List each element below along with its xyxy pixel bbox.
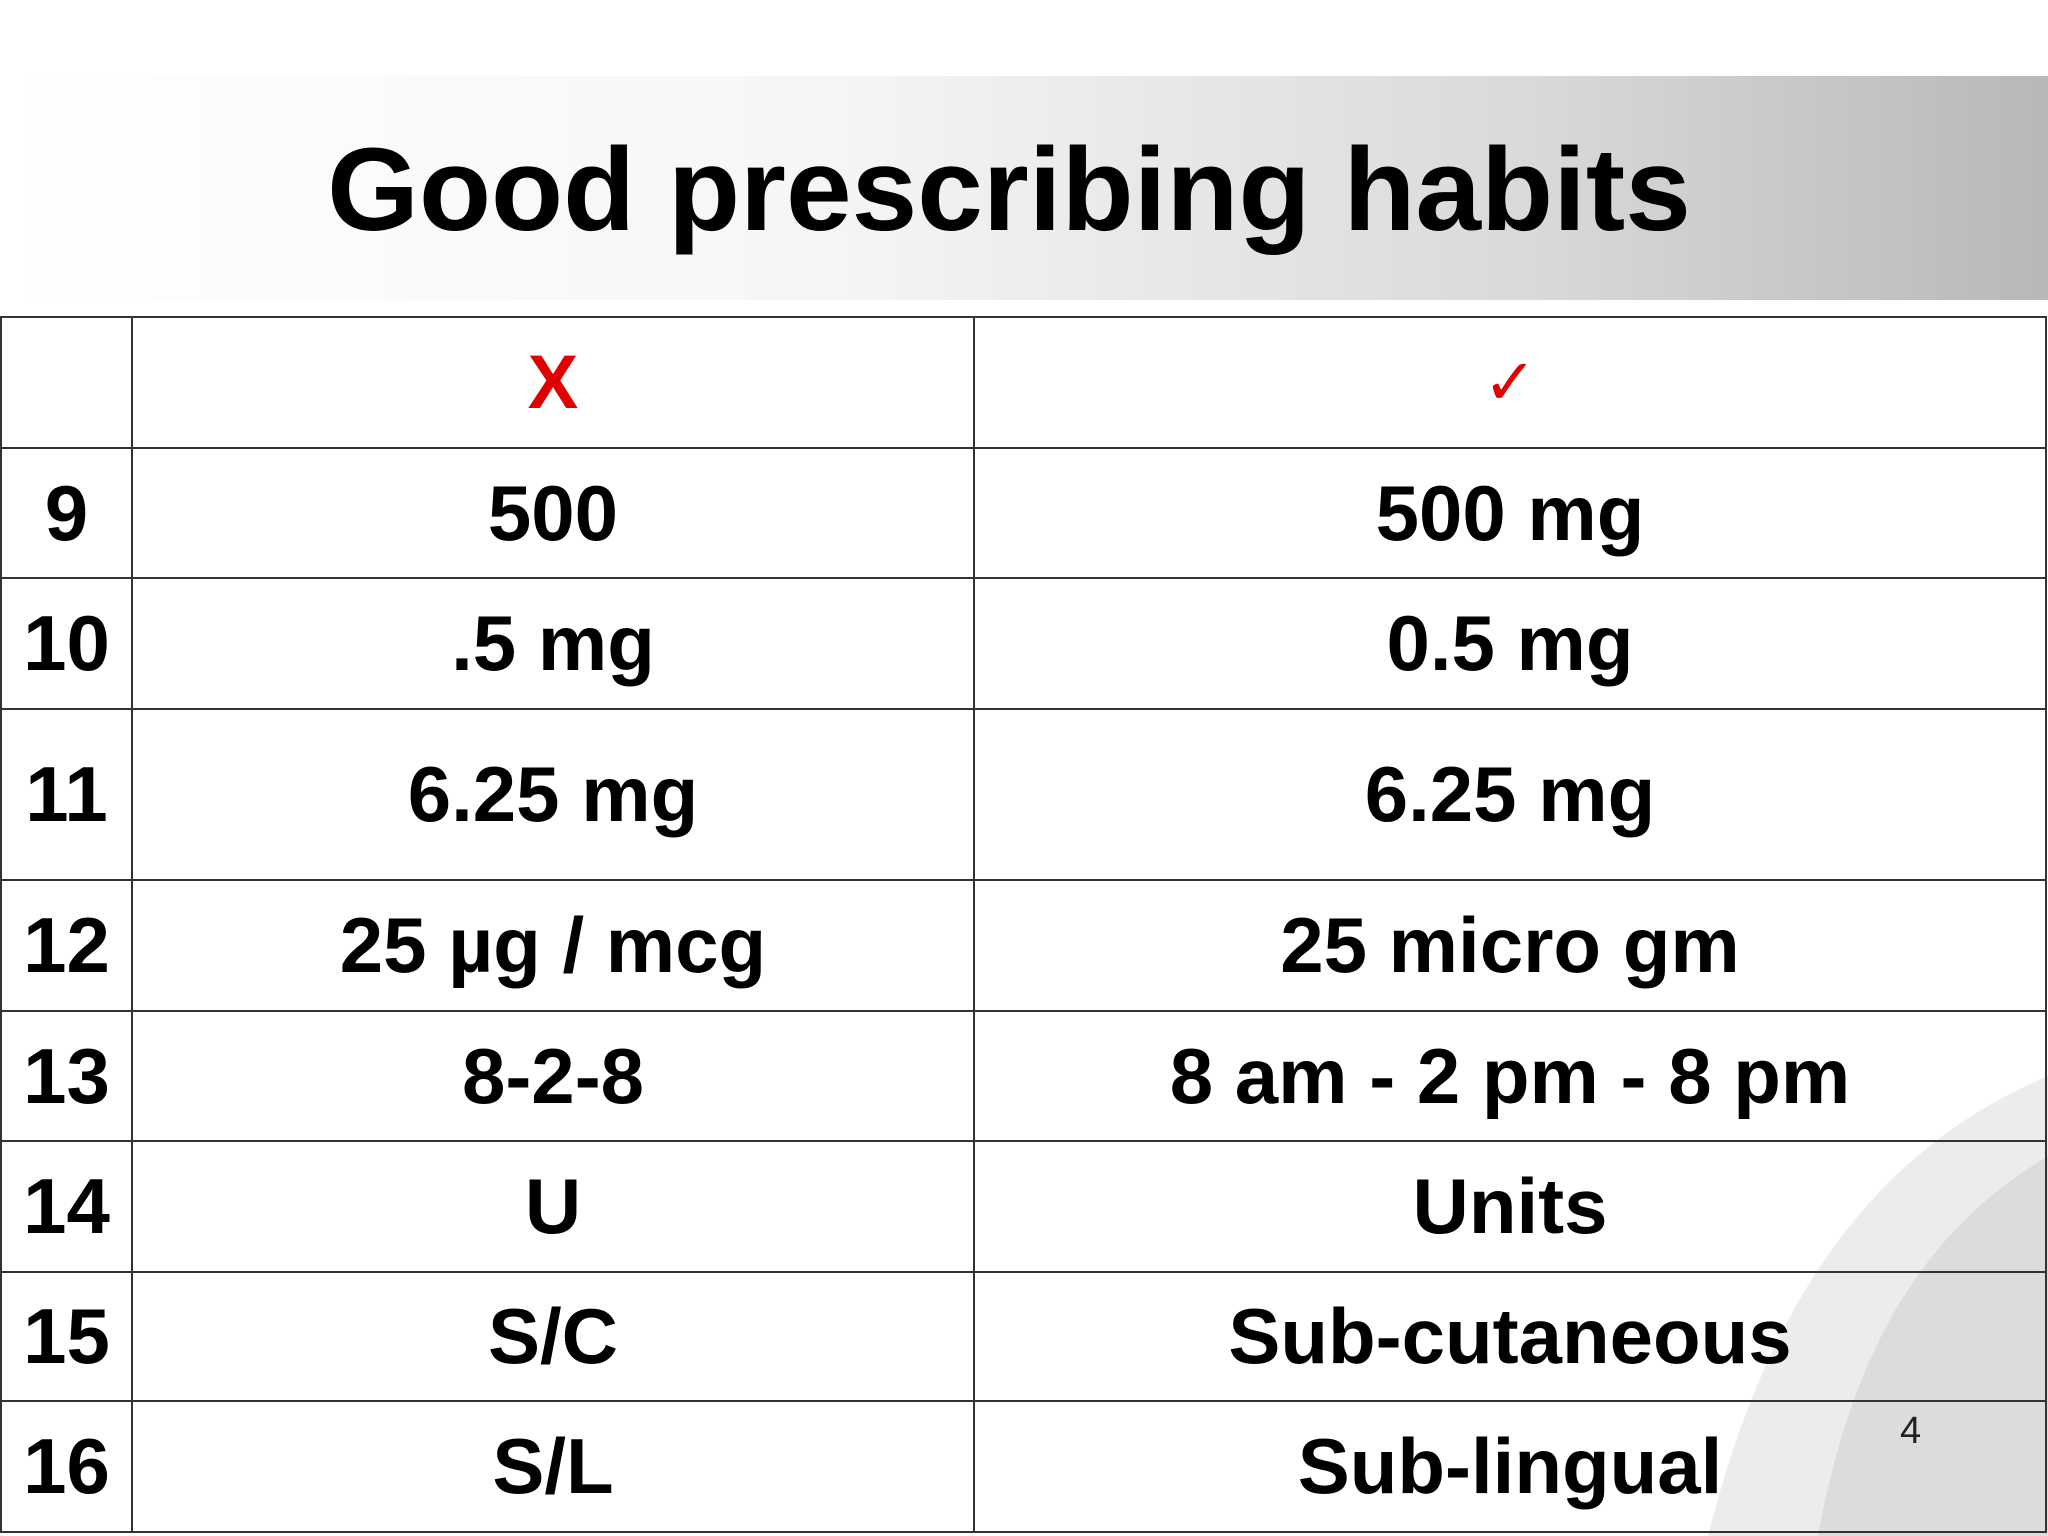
right-form: 0.5 mg — [973, 577, 2047, 710]
row-number: 9 — [0, 447, 133, 579]
wrong-form: U — [131, 1140, 975, 1273]
header-right: ✓ — [973, 316, 2047, 449]
wrong-form: .5 mg — [131, 577, 975, 710]
right-form: Sub-cutaneous — [973, 1271, 2047, 1402]
wrong-form: S/C — [131, 1271, 975, 1402]
row-number: 11 — [0, 708, 133, 881]
right-form: 6.25 mg — [973, 708, 2047, 881]
right-form: 500 mg — [973, 447, 2047, 579]
wrong-form: 25 µg / mcg — [131, 879, 975, 1012]
background-decoration — [1708, 1076, 2048, 1536]
right-form: Units — [973, 1140, 2047, 1273]
right-form: 25 micro gm — [973, 879, 2047, 1012]
title-band — [0, 76, 2048, 300]
right-form: Sub-lingual — [973, 1400, 2047, 1533]
wrong-form: 500 — [131, 447, 975, 579]
row-number: 15 — [0, 1271, 133, 1402]
wrong-form: S/L — [131, 1400, 975, 1533]
wrong-form: 6.25 mg — [131, 708, 975, 881]
wrong-form: 8-2-8 — [131, 1010, 975, 1142]
row-number: 10 — [0, 577, 133, 710]
page-number: 4 — [1900, 1410, 1922, 1452]
header-wrong: X — [131, 316, 975, 449]
header-cell — [0, 316, 133, 449]
right-form: 8 am - 2 pm - 8 pm — [973, 1010, 2047, 1142]
row-number: 14 — [0, 1140, 133, 1273]
row-number: 16 — [0, 1400, 133, 1533]
row-number: 12 — [0, 879, 133, 1012]
row-number: 13 — [0, 1010, 133, 1142]
slide-title: Good prescribing habits — [327, 124, 1691, 256]
